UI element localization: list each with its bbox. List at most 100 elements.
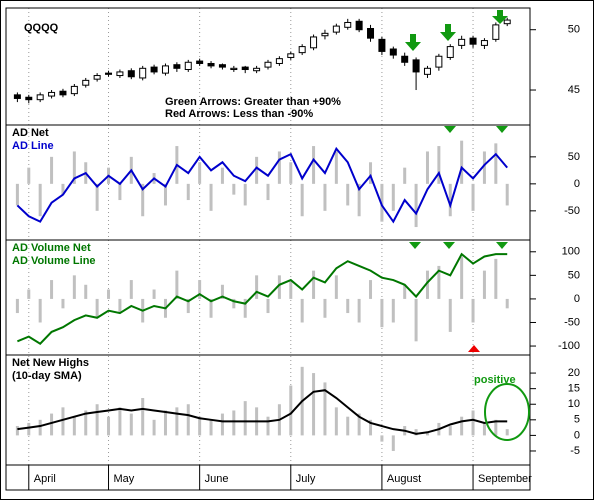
candle-body — [13, 94, 21, 99]
bar — [380, 298, 384, 328]
bar — [414, 298, 418, 342]
candle-body — [458, 38, 466, 46]
bar — [346, 298, 350, 314]
bar — [163, 183, 167, 206]
y-tick-label: 0 — [574, 429, 580, 441]
bar — [209, 183, 213, 211]
x-tick-label: July — [296, 473, 316, 485]
candle-body — [150, 66, 158, 73]
bar — [129, 280, 133, 299]
bar — [38, 419, 42, 436]
bar — [50, 156, 54, 184]
candle-body — [287, 53, 295, 58]
bar — [425, 270, 429, 299]
bar — [255, 275, 259, 299]
bar — [437, 146, 441, 184]
candle-body — [469, 37, 477, 45]
green-triangle — [496, 126, 508, 133]
legend-label: AD Volume Net — [12, 242, 91, 254]
bar — [425, 432, 429, 436]
candle-body — [378, 38, 386, 52]
bar — [437, 265, 441, 299]
bar — [141, 398, 145, 436]
bar — [277, 275, 281, 299]
bar — [505, 429, 509, 436]
candle-body — [355, 20, 363, 31]
legend-label: AD Volume Line — [12, 255, 96, 267]
bar — [72, 275, 76, 299]
bar — [232, 410, 236, 436]
bar — [72, 151, 76, 184]
candle-body — [127, 70, 135, 78]
candle-body — [412, 59, 420, 73]
y-tick-label: 15 — [568, 383, 580, 395]
bar — [448, 298, 452, 332]
red-triangle — [468, 345, 480, 352]
candle-body — [48, 91, 56, 97]
bar — [425, 151, 429, 184]
line — [16, 146, 508, 224]
candle-body — [332, 25, 340, 33]
bar — [312, 146, 316, 184]
green-triangle — [496, 242, 508, 249]
bar — [84, 284, 88, 299]
candle-body — [241, 66, 249, 71]
y-tick-label: 50 — [568, 24, 580, 36]
bar — [369, 419, 373, 436]
bar — [209, 419, 213, 436]
bar — [505, 183, 509, 206]
bar — [175, 270, 179, 299]
candle-body — [196, 60, 204, 64]
bar — [198, 416, 202, 436]
bar — [220, 413, 224, 436]
bar — [460, 256, 464, 299]
bar — [50, 280, 54, 299]
bar — [391, 298, 395, 323]
green-arrow — [405, 34, 421, 51]
y-tick-label: 0 — [574, 293, 580, 305]
bar — [482, 270, 486, 299]
bar — [255, 156, 259, 184]
candle-body — [367, 28, 375, 39]
bar — [38, 183, 42, 217]
bar — [15, 298, 19, 314]
candle-body — [321, 32, 329, 37]
bar — [27, 289, 31, 299]
candle-body — [36, 94, 44, 101]
bar — [323, 298, 327, 318]
bar — [391, 183, 395, 211]
bar — [471, 298, 475, 323]
y-tick-label: 0 — [574, 178, 580, 190]
line — [17, 252, 508, 345]
candle-body — [230, 67, 238, 71]
bar — [460, 416, 464, 436]
bar — [471, 410, 475, 436]
bar — [15, 426, 19, 436]
bar — [448, 183, 452, 217]
bar — [471, 183, 475, 211]
legend-label: AD Net — [12, 127, 49, 139]
candle-body — [184, 61, 192, 71]
candle-body — [218, 64, 226, 68]
bar — [175, 407, 179, 436]
legend-label: Net New Highs — [12, 357, 89, 369]
y-tick-label: -5 — [570, 445, 580, 457]
x-axis-border — [5, 464, 531, 491]
bar — [482, 422, 486, 436]
bar — [312, 270, 316, 299]
bar — [323, 382, 327, 436]
bar — [380, 435, 384, 442]
candle-body — [401, 55, 409, 63]
bar — [277, 151, 281, 184]
bar — [198, 162, 202, 184]
bar — [391, 435, 395, 451]
bar — [152, 289, 156, 299]
bar — [346, 416, 350, 436]
bar — [334, 407, 338, 436]
candle-body — [503, 19, 511, 25]
bar — [369, 280, 373, 299]
green-triangle — [443, 242, 455, 249]
bar — [323, 183, 327, 211]
